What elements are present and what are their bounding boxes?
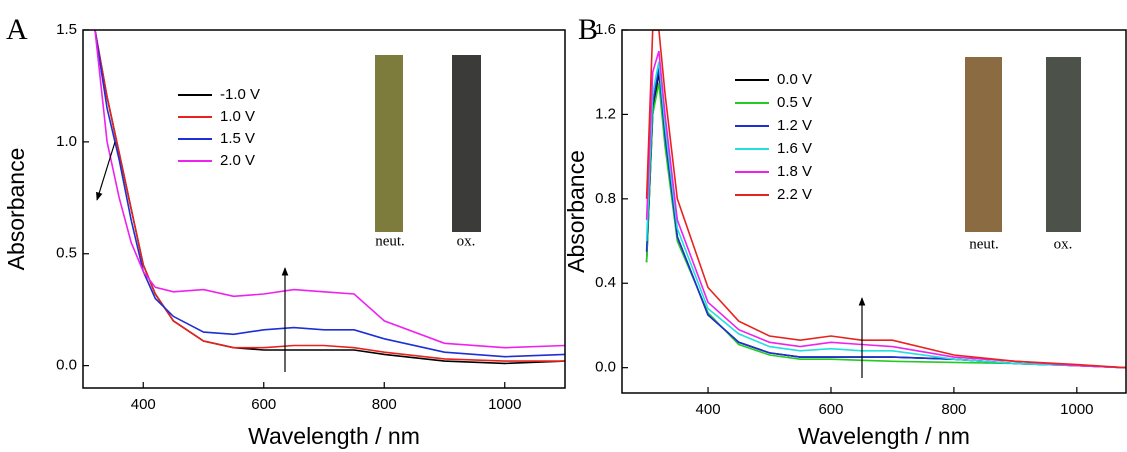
x-tick-label: 1000 (1060, 401, 1093, 418)
x-tick-label: 800 (941, 401, 966, 418)
legend-label: 1.5 V (220, 130, 255, 147)
x-tick-label: 600 (818, 401, 843, 418)
x-tick-label: 1000 (488, 396, 521, 413)
legend-label: 1.6 V (777, 140, 812, 157)
legend-label: 0.5 V (777, 94, 812, 111)
photo-label: neut. (375, 233, 405, 249)
plot-frame (621, 29, 1127, 394)
y-tick-label: 1.0 (56, 133, 77, 150)
panel-label: B (578, 13, 598, 46)
y-tick-label: 0.0 (56, 357, 77, 374)
series-line (94, 30, 565, 358)
plot-frame (82, 29, 566, 389)
y-tick-label: 0.4 (595, 274, 616, 291)
y-axis-title: Absorbance (563, 150, 589, 273)
y-axis-title: Absorbance (3, 148, 29, 271)
series-line (645, 61, 1126, 369)
y-tick-label: 1.2 (595, 105, 616, 122)
y-tick-label: 1.5 (56, 21, 77, 38)
photo-label: ox. (1054, 236, 1073, 252)
legend-label: -1.0 V (220, 86, 260, 103)
legend-label: 2.2 V (777, 186, 812, 203)
y-tick-label: 0.0 (595, 359, 616, 376)
photo-label: ox. (457, 233, 476, 249)
series-line (645, 50, 1126, 369)
legend-label: 1.2 V (777, 117, 812, 134)
trend-arrow (96, 141, 116, 201)
legend-label: 1.0 V (220, 108, 255, 125)
x-tick-label: 600 (251, 396, 276, 413)
photo-label: neut. (969, 236, 999, 252)
panel-label: A (6, 13, 28, 46)
y-tick-label: 1.6 (595, 21, 616, 38)
legend-label: 0.0 V (777, 71, 812, 88)
film-photo (375, 55, 403, 232)
x-axis-title: Wavelength / nm (798, 423, 970, 449)
y-tick-label: 0.8 (595, 190, 616, 207)
series-line (94, 30, 565, 349)
x-axis-title: Wavelength / nm (248, 423, 420, 449)
x-tick-label: 400 (131, 396, 156, 413)
plot-area (645, 30, 1126, 369)
series-line (645, 30, 1126, 369)
plot-area (94, 30, 565, 365)
x-tick-label: 800 (372, 396, 397, 413)
series-line (94, 30, 565, 365)
series-line (94, 30, 565, 362)
film-photo (1046, 57, 1081, 232)
film-photo (965, 57, 1002, 232)
legend-label: 2.0 V (220, 152, 255, 169)
x-tick-label: 400 (696, 401, 721, 418)
y-tick-label: 0.5 (56, 245, 77, 262)
film-photo (452, 55, 481, 232)
legend-label: 1.8 V (777, 163, 812, 180)
series-line (645, 82, 1126, 369)
